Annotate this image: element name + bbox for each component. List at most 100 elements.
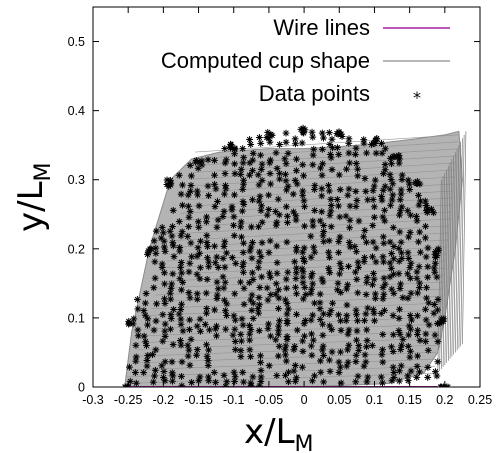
data-point: [187, 239, 195, 247]
data-point: [308, 351, 316, 359]
data-point: [126, 363, 133, 371]
data-point: [370, 213, 378, 221]
data-point: [202, 289, 210, 297]
data-point: [334, 144, 341, 152]
data-point: [211, 156, 218, 164]
data-point: [415, 238, 422, 246]
data-point: [184, 233, 192, 240]
data-point: [230, 312, 238, 320]
data-point: [414, 289, 422, 297]
cup-rim-wire: [447, 158, 453, 361]
data-point: [353, 311, 360, 319]
cup-wire: [157, 274, 445, 289]
data-point: [325, 187, 333, 195]
data-point: [301, 317, 309, 324]
data-point: [221, 278, 229, 286]
data-point: [320, 310, 327, 318]
y-tick-label: 0.2: [68, 242, 85, 256]
data-point: [386, 273, 394, 281]
cup-wire: [192, 148, 458, 167]
data-point: [237, 171, 245, 178]
data-point: [152, 249, 160, 257]
data-point: [354, 172, 362, 180]
data-point: [203, 239, 211, 246]
data-point: [223, 312, 230, 319]
data-point: [335, 369, 343, 376]
data-point: [342, 317, 350, 325]
data-point: [413, 274, 421, 282]
data-point: [424, 273, 432, 281]
data-point: [363, 337, 371, 345]
data-point: [360, 233, 368, 241]
data-point: [302, 291, 310, 298]
data-point: [361, 254, 368, 261]
data-point: [274, 195, 282, 203]
data-point: [284, 150, 292, 157]
data-point: [369, 187, 377, 195]
data-point: [299, 187, 307, 195]
data-point: [381, 182, 389, 190]
data-point: [351, 243, 359, 250]
data-point: [417, 248, 424, 256]
data-point: [360, 136, 368, 144]
data-point: [130, 315, 138, 323]
data-point: [282, 177, 290, 185]
data-point: [396, 367, 403, 375]
data-point: [326, 269, 334, 277]
data-point: [132, 379, 140, 387]
data-point: [282, 357, 290, 365]
cup-wire: [195, 134, 459, 153]
data-point: [239, 185, 247, 193]
data-point: [335, 249, 343, 256]
data-point: [237, 223, 245, 231]
data-point: [328, 348, 336, 356]
cup-rim-wire: [451, 152, 456, 357]
data-point: [354, 317, 361, 325]
data-point: [292, 212, 300, 220]
cup-rim-wire: [446, 162, 451, 363]
data-point: [379, 213, 387, 221]
data-point: [326, 322, 334, 330]
data-point: [413, 268, 421, 276]
data-point: [161, 358, 169, 366]
data-point: [371, 176, 379, 184]
data-point: [161, 327, 169, 335]
cup-rim-wire: [460, 134, 465, 347]
data-point: [228, 203, 236, 211]
data-point: [396, 196, 404, 204]
data-point: [422, 338, 430, 345]
data-point: [363, 274, 371, 281]
cup-wire: [124, 372, 435, 384]
data-point: [283, 212, 291, 220]
data-point: [184, 352, 192, 360]
data-point: [389, 191, 397, 199]
data-point: [196, 264, 204, 272]
data-point: [195, 202, 203, 210]
data-point: [342, 212, 350, 220]
data-point: [213, 322, 220, 330]
data-point: [194, 244, 202, 252]
y-axis-title-subscript: M: [31, 162, 56, 181]
data-point: [291, 135, 299, 143]
data-point: [325, 248, 332, 256]
data-point: [265, 206, 273, 213]
data-point: [307, 342, 315, 350]
data-point: [327, 195, 335, 203]
data-point: [170, 253, 178, 261]
data-point: [238, 207, 246, 215]
data-point: [395, 377, 403, 385]
data-point: [353, 275, 361, 283]
data-point: [222, 307, 229, 315]
data-point: [214, 198, 221, 205]
data-point: [337, 326, 345, 334]
data-point: [353, 197, 361, 204]
x-axis-title-main: x/L: [244, 412, 295, 452]
data-point: [223, 300, 231, 308]
data-point: [416, 197, 424, 205]
data-point: [204, 182, 212, 190]
data-point: [301, 332, 308, 340]
data-point: [318, 192, 326, 200]
data-point: [249, 196, 256, 204]
data-point: [326, 253, 333, 261]
